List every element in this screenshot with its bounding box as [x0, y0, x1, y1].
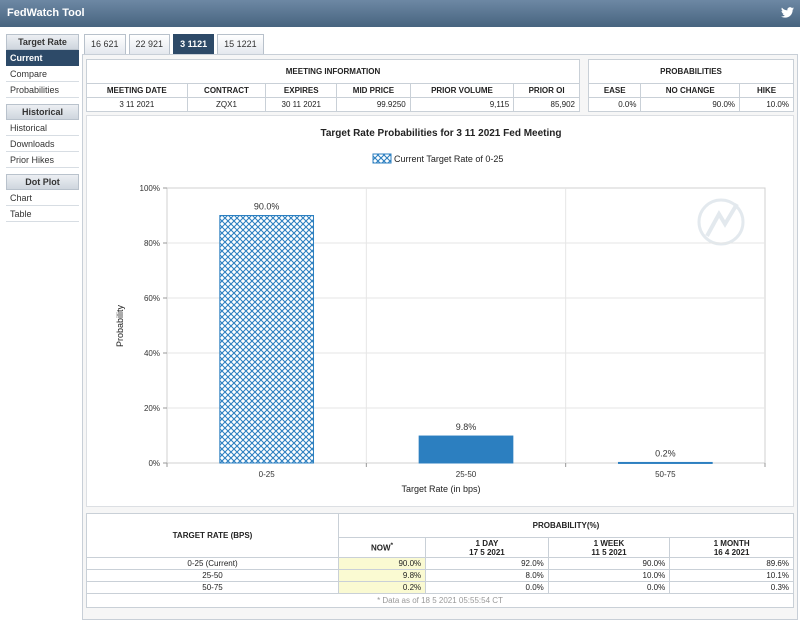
watermark-logo-icon [697, 198, 745, 246]
tab-meeting-4[interactable]: 15 1221 [217, 34, 264, 54]
y-tick-label: 100% [140, 184, 160, 193]
x-axis-label: Target Rate (in bps) [401, 484, 480, 494]
col-1-day: 1 DAY 17 5 2021 [425, 537, 549, 558]
meeting-date-value: 3 11 2021 [86, 97, 188, 112]
tab-meeting-3[interactable]: 3 1121 [173, 34, 215, 54]
x-axis-ticks: 0-25 25-50 50-75 [166, 463, 766, 479]
y-tick-label: 0% [148, 459, 160, 468]
sidebar: Target Rate Current Compare Probabilitie… [6, 34, 79, 222]
x-tick-label: 0-25 [259, 470, 276, 479]
rate-column-header: TARGET RATE (BPS) [86, 513, 339, 558]
table-row: 0-25 (Current) 90.0% 92.0% 90.0% 89.6% [86, 557, 794, 570]
y-tick-label: 20% [144, 404, 160, 413]
no-change-value: 90.0% [640, 97, 741, 112]
probability-history-table: TARGET RATE (BPS) PROBABILITY(%) NOW* 1 … [86, 513, 794, 608]
tab-meeting-1[interactable]: 16 621 [84, 34, 126, 54]
probabilities-table: PROBABILITIES EASE NO CHANGE HIKE 0.0% 9… [587, 59, 794, 112]
col-mid-price: MID PRICE [336, 83, 411, 98]
col-no-change: NO CHANGE [640, 83, 741, 98]
sidebar-item-prior-hikes[interactable]: Prior Hikes [6, 152, 79, 168]
x-tick-label: 25-50 [456, 470, 477, 479]
hike-value: 10.0% [739, 97, 794, 112]
chart-container: Target Rate Probabilities for 3 11 2021 … [86, 115, 794, 507]
data-label-0-25: 90.0% [254, 202, 280, 212]
contract-value: ZQX1 [186, 97, 267, 112]
sidebar-item-chart[interactable]: Chart [6, 190, 79, 206]
sidebar-item-probabilities[interactable]: Probabilities [6, 82, 79, 98]
expires-value: 30 11 2021 [265, 97, 338, 112]
meeting-info-table: MEETING INFORMATION MEETING DATE CONTRAC… [86, 59, 580, 112]
sidebar-header-historical: Historical [6, 104, 79, 120]
probability-group-header: PROBABILITY(%) [338, 513, 794, 538]
col-prior-volume: PRIOR VOLUME [409, 83, 515, 98]
probabilities-title: PROBABILITIES [588, 59, 794, 84]
sidebar-header-dot-plot: Dot Plot [6, 174, 79, 190]
bar-0-25[interactable] [219, 215, 315, 464]
sidebar-item-downloads[interactable]: Downloads [6, 136, 79, 152]
col-meeting-date: MEETING DATE [86, 83, 188, 98]
y-tick-label: 60% [144, 294, 160, 303]
meeting-info-title: MEETING INFORMATION [86, 59, 580, 84]
sidebar-item-table[interactable]: Table [6, 206, 79, 222]
col-now: NOW* [337, 537, 427, 558]
prior-oi-value: 85,902 [513, 97, 580, 112]
chart-title: Target Rate Probabilities for 3 11 2021 … [320, 128, 561, 139]
sidebar-header-target-rate: Target Rate [6, 34, 79, 50]
legend-label: Current Target Rate of 0-25 [394, 154, 503, 164]
col-ease: EASE [587, 83, 642, 98]
sidebar-item-compare[interactable]: Compare [6, 66, 79, 82]
data-timestamp-note: * Data as of 18 5 2021 05:55:54 CT [86, 593, 794, 608]
y-axis-ticks: 0% 20% 40% 60% 80% 100% [140, 184, 167, 468]
prior-volume-value: 9,115 [409, 97, 515, 112]
title-bar: FedWatch Tool [0, 0, 800, 27]
col-1-week: 1 WEEK 11 5 2021 [547, 537, 671, 558]
twitter-icon[interactable] [781, 7, 794, 20]
y-tick-label: 40% [144, 349, 160, 358]
y-axis-label: Probability [115, 304, 125, 347]
legend-swatch [372, 153, 392, 164]
y-tick-label: 80% [144, 239, 160, 248]
data-label-25-50: 9.8% [456, 422, 477, 432]
x-tick-label: 50-75 [655, 470, 676, 479]
bar-25-50[interactable] [418, 435, 514, 464]
sidebar-item-current[interactable]: Current [6, 50, 79, 66]
col-contract: CONTRACT [186, 83, 267, 98]
ease-value: 0.0% [587, 97, 642, 112]
col-hike: HIKE [739, 83, 794, 98]
probability-chart: Target Rate Probabilities for 3 11 2021 … [115, 128, 766, 494]
app-title: FedWatch Tool [7, 7, 85, 19]
sidebar-item-historical[interactable]: Historical [6, 120, 79, 136]
tab-meeting-2[interactable]: 22 921 [128, 34, 171, 54]
table-row: 25-50 9.8% 8.0% 10.0% 10.1% [86, 569, 794, 582]
bar-50-75[interactable] [617, 461, 713, 464]
col-expires: EXPIRES [265, 83, 338, 98]
meeting-tabs: 16 621 22 921 3 1121 15 1221 [84, 34, 267, 54]
col-1-month: 1 MONTH 16 4 2021 [669, 537, 794, 558]
chart-bars: 90.0% 9.8% 0.2% [219, 202, 713, 464]
data-label-50-75: 0.2% [655, 448, 676, 458]
mid-price-value: 99.9250 [336, 97, 411, 112]
col-prior-oi: PRIOR OI [513, 83, 580, 98]
table-row: 50-75 0.2% 0.0% 0.0% 0.3% [86, 581, 794, 594]
